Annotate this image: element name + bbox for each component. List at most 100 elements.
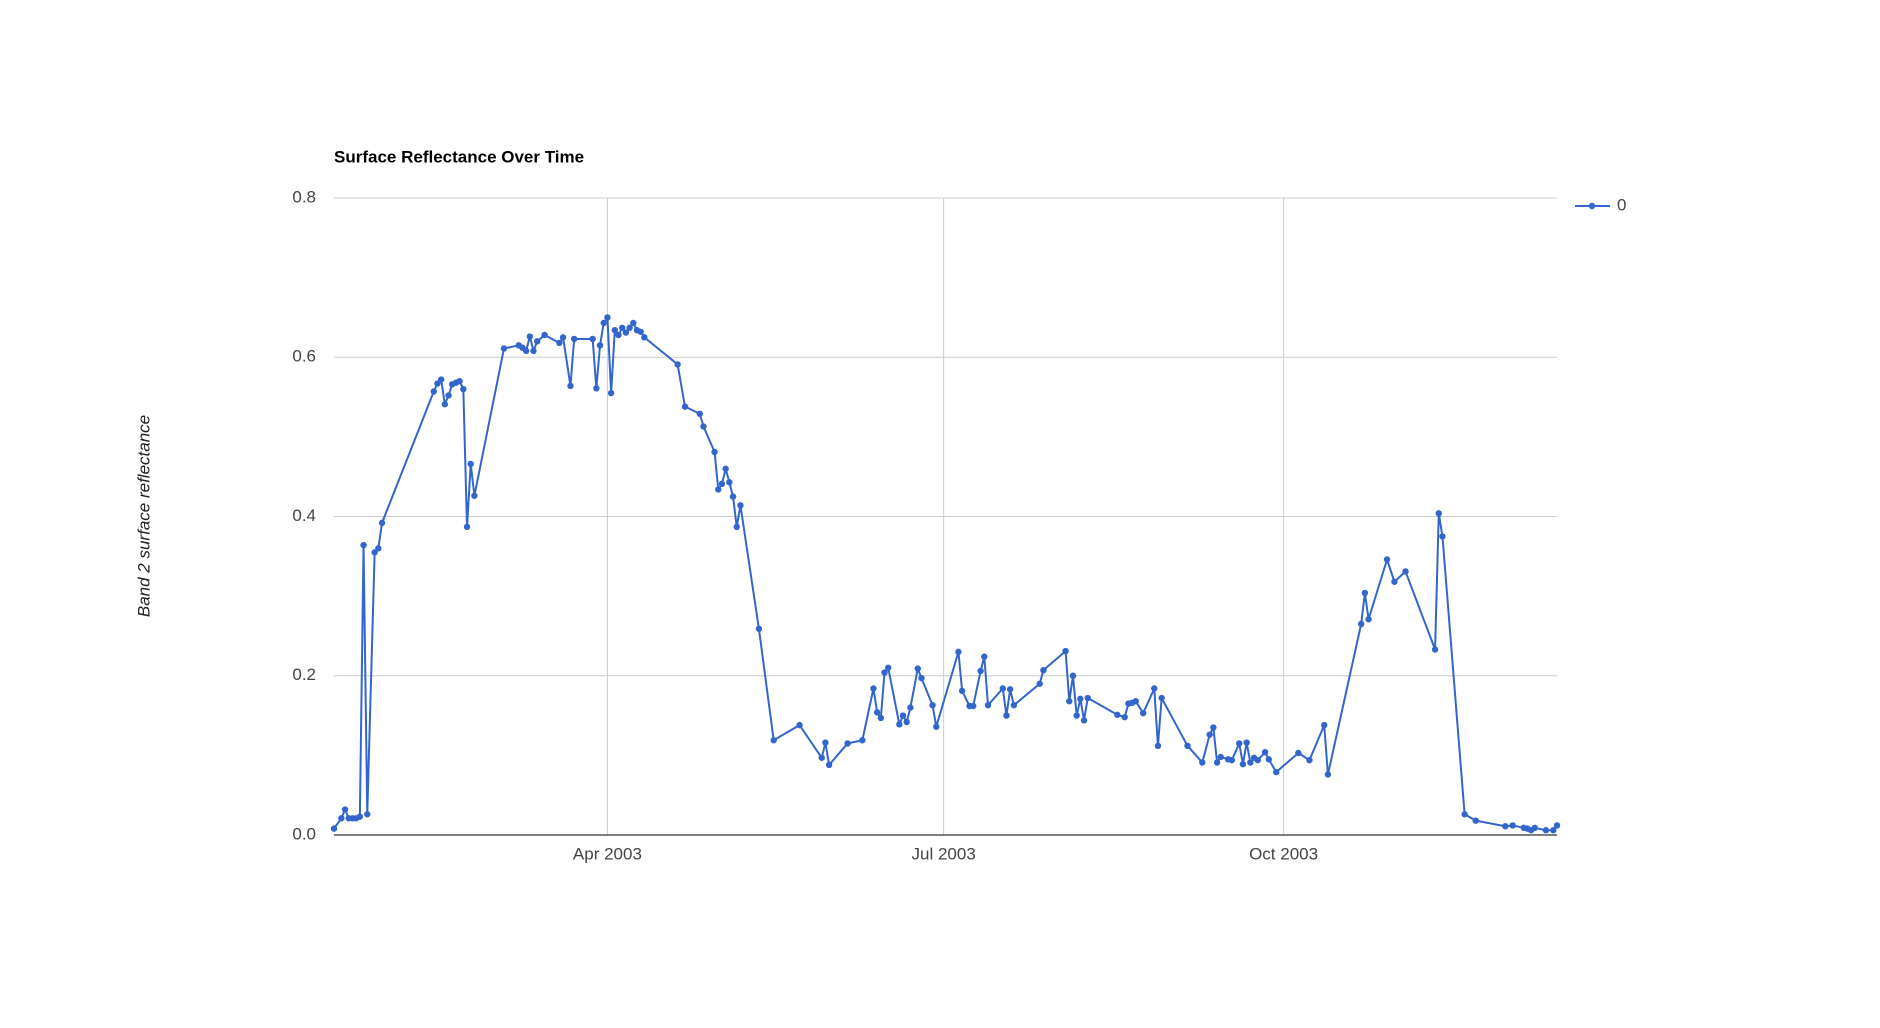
data-point [364, 811, 371, 818]
data-point [715, 486, 722, 493]
data-point [378, 519, 386, 527]
data-point [596, 342, 604, 349]
data-point [541, 331, 548, 339]
data-point [534, 338, 541, 345]
data-point [611, 326, 619, 334]
data-point [1040, 666, 1047, 674]
legend-label: 0 [1617, 195, 1626, 214]
data-point [1243, 739, 1250, 746]
data-point [907, 704, 914, 711]
x-tick-label: Jul 2003 [912, 844, 976, 863]
data-point [530, 347, 537, 355]
y-axis-label: Band 2 surface reflectance [134, 415, 153, 617]
data-point [1158, 694, 1165, 702]
data-point [1553, 822, 1561, 829]
data-point [1073, 712, 1080, 719]
data-point [1357, 620, 1365, 628]
data-point [825, 761, 833, 769]
data-point [1006, 686, 1014, 693]
data-point [1383, 556, 1391, 563]
data-point [1080, 717, 1088, 724]
data-point [1239, 760, 1247, 768]
data-point [844, 740, 851, 747]
data-point [1431, 646, 1439, 653]
data-point [933, 723, 940, 730]
data-point [1236, 740, 1243, 747]
data-point [626, 324, 633, 331]
data-point [1184, 742, 1191, 750]
data-point [463, 523, 471, 531]
data-point [437, 376, 445, 383]
data-point [1391, 578, 1398, 585]
data-point [1036, 680, 1043, 687]
data-point [607, 389, 615, 397]
data-point [570, 335, 578, 343]
data-point [430, 388, 437, 395]
data-point [1439, 533, 1446, 540]
data-point [1306, 756, 1313, 764]
data-point [522, 347, 530, 355]
data-point [977, 667, 984, 675]
chart-title: Surface Reflectance Over Time [334, 147, 584, 166]
data-point [873, 709, 881, 716]
data-point [1210, 724, 1217, 731]
data-point [1542, 827, 1550, 834]
data-point [770, 737, 777, 744]
data-point [711, 448, 718, 456]
data-point [622, 329, 630, 336]
data-point [441, 401, 449, 408]
data-point [999, 685, 1006, 692]
data-point [500, 345, 508, 352]
data-point [641, 334, 648, 341]
data-point [955, 648, 962, 656]
legend-marker [1588, 202, 1596, 210]
data-point [1213, 759, 1221, 766]
data-point [674, 361, 681, 368]
data-point [914, 665, 921, 672]
data-point [929, 702, 936, 709]
data-point [1062, 647, 1069, 655]
data-point [1154, 742, 1162, 750]
data-point [885, 664, 892, 671]
data-point [1199, 759, 1206, 766]
data-point [681, 403, 689, 410]
data-point [870, 685, 877, 692]
data-point [1461, 811, 1468, 818]
y-tick-label: 0.0 [292, 824, 316, 843]
data-point [696, 410, 703, 417]
data-point [1272, 768, 1280, 776]
data-point [1121, 713, 1128, 721]
data-point [341, 806, 349, 813]
data-point [360, 541, 367, 549]
data-point [1003, 712, 1010, 719]
data-point [1077, 695, 1084, 703]
data-point [903, 718, 910, 726]
data-point [1151, 685, 1158, 692]
y-tick-label: 0.8 [292, 187, 316, 206]
data-point [1295, 749, 1302, 757]
data-point [618, 324, 626, 331]
data-point [1472, 817, 1479, 824]
data-point [737, 502, 744, 509]
data-point [755, 625, 763, 632]
data-point [471, 492, 478, 499]
data-point [1531, 824, 1539, 832]
data-point [700, 423, 707, 430]
data-point [1435, 510, 1442, 517]
data-point [1217, 753, 1224, 761]
data-point [330, 825, 338, 832]
data-point [600, 319, 607, 327]
data-point [526, 333, 534, 340]
data-point [456, 377, 463, 385]
data-point [981, 653, 988, 660]
data-point [559, 334, 567, 341]
y-tick-label: 0.6 [292, 347, 316, 366]
data-point [1139, 709, 1147, 717]
data-point [604, 314, 611, 321]
data-point [1247, 759, 1254, 766]
data-point [1402, 568, 1409, 575]
data-point [1550, 827, 1557, 834]
data-point [1265, 756, 1273, 763]
